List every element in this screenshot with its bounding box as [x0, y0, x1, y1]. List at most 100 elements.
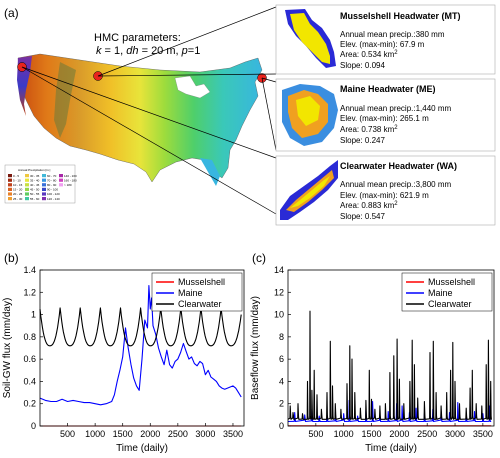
x-tick-label: 2500 [417, 429, 437, 439]
map-legend-label: 90 - 100 [47, 188, 58, 192]
map-legend-label: 5 - 10 [13, 178, 21, 182]
map-legend-label: 120 - 140 [47, 197, 60, 201]
map-legend-label: 50 - 55 [30, 192, 40, 196]
param-dh-value: = 20 m, [139, 45, 182, 57]
legend-label: Musselshell [178, 277, 225, 287]
map-legend-swatch [25, 197, 29, 201]
map-legend-swatch [42, 197, 46, 201]
map-legend-swatch [8, 183, 12, 187]
us-map-great-lakes [174, 75, 211, 99]
y-axis-label: Soil-GW flux (mm/day) [2, 298, 13, 399]
x-tick-label: 1500 [113, 429, 133, 439]
site-area: Area: 0.883 km2 [340, 201, 398, 210]
map-legend-label: 35 - 40 [30, 178, 40, 182]
site-area-value: Area: 0.738 km [340, 125, 395, 134]
y-tick-label: 1 [31, 310, 36, 320]
param-k: k [96, 45, 102, 57]
y-tick-label: 10 [274, 310, 284, 320]
site-precip: Annual mean precip.:380 mm [340, 30, 445, 39]
hmc-params-line: k = 1, dh = 20 m, p=1 [96, 45, 200, 57]
panel-letter: (b) [4, 251, 19, 265]
map-legend-swatch [59, 178, 63, 182]
site-area-value: Area: 0.534 km [340, 50, 395, 59]
y-tick-label: 2 [279, 399, 284, 409]
legend-box [401, 272, 493, 312]
x-axis-label: Time (daily) [365, 443, 417, 454]
site-card-musselshell: Musselshell Headwater (MT) Annual mean p… [275, 4, 496, 75]
series-line-clearwater [39, 307, 242, 347]
map-legend-label: 60 - 70 [47, 174, 57, 178]
y-tick-label: 4 [279, 376, 284, 386]
site-slope: Slope: 0.547 [340, 212, 385, 221]
panel-letter: (c) [252, 251, 266, 265]
map-legend-swatch [8, 187, 12, 191]
connector-maine-top [261, 77, 277, 83]
map-legend-label: > 180 [64, 183, 72, 187]
baseflow-flux-chart: (c) 500 1000 1500 2000 2500 3000 3500 0 2 4 6 8 10 12 1… [250, 251, 495, 454]
map-legend-swatch [25, 183, 29, 187]
site-precip: Annual mean precip.:3,800 mm [340, 180, 452, 189]
connector-musselshell-top [97, 6, 277, 77]
y-tick-label: 14 [274, 265, 284, 275]
plot-frame [39, 269, 245, 427]
map-legend-swatch [25, 174, 29, 178]
site-title: Maine Headwater (ME) [340, 84, 436, 94]
thumb-orange [286, 170, 334, 212]
site-slope: Slope: 0.247 [340, 136, 385, 145]
legend-label: Clearwater [178, 299, 222, 309]
site-elev: Elev. (max-min): 265.1 m [340, 114, 429, 123]
param-k-value: = 1, [102, 45, 127, 57]
site-area-value: Area: 0.883 km [340, 201, 395, 210]
connector-clearwater-top [21, 66, 277, 159]
site-area-unit-sup: 2 [394, 201, 398, 207]
map-legend-label: 140 - 160 [64, 174, 77, 178]
map-legend-swatch [8, 192, 12, 196]
map-legend-label: 15 - 20 [13, 188, 23, 192]
connector-maine-bottom [261, 77, 277, 151]
site-area: Area: 0.534 km2 [340, 50, 398, 59]
map-legend-swatch [42, 174, 46, 178]
series-line-maine [39, 285, 242, 406]
y-tick-label: 0.6 [23, 354, 36, 364]
legend-label: Maine [178, 288, 203, 298]
x-tick-label: 500 [60, 429, 75, 439]
map-legend-swatch [25, 187, 29, 191]
y-tick-label: 0.4 [23, 376, 36, 386]
legend-label: Maine [428, 288, 453, 298]
site-area-unit-sup: 2 [394, 125, 398, 131]
map-legend-label: 0 - 5 [13, 174, 19, 178]
thumb-yellow [290, 176, 330, 208]
plot-frame [287, 269, 495, 427]
map-legend-swatch [42, 183, 46, 187]
site-precip: Annual mean precip.:1,440 mm [340, 104, 452, 113]
x-tick-label: 1000 [334, 429, 354, 439]
site-title: Clearwater Headwater (WA) [340, 161, 457, 171]
map-legend-label: 40 - 45 [30, 183, 40, 187]
x-axis-label: Time (daily) [116, 443, 168, 454]
legend-label: Musselshell [428, 277, 475, 287]
map-legend-label: 10 - 15 [13, 183, 23, 187]
map-legend-title: Annual Precipitation [in.] [18, 168, 51, 172]
legend-label: Clearwater [428, 299, 472, 309]
map-legend-swatch [42, 187, 46, 191]
param-p: p [181, 45, 188, 57]
map-legend-swatch [8, 174, 12, 178]
map-legend-swatch [42, 192, 46, 196]
y-tick-label: 0.8 [23, 332, 36, 342]
map-legend-swatch [8, 178, 12, 182]
x-tick-label: 3000 [195, 429, 215, 439]
connector-clearwater-bottom [21, 66, 277, 215]
y-tick-label: 6 [279, 354, 284, 364]
x-tick-label: 3000 [445, 429, 465, 439]
panel-letter-a: (a) [4, 6, 19, 20]
x-tick-label: 3500 [223, 429, 243, 439]
map-legend-label: 20 - 25 [13, 192, 23, 196]
watershed-thumbnail-clearwater [280, 160, 338, 220]
map-legend-label: 45 - 50 [30, 188, 40, 192]
map-panel: (a) Annual Precipitation [in.] 0 - 55 - … [4, 4, 496, 226]
map-legend-label: 55 - 60 [30, 197, 40, 201]
watershed-thumbnail-musselshell [280, 8, 338, 70]
